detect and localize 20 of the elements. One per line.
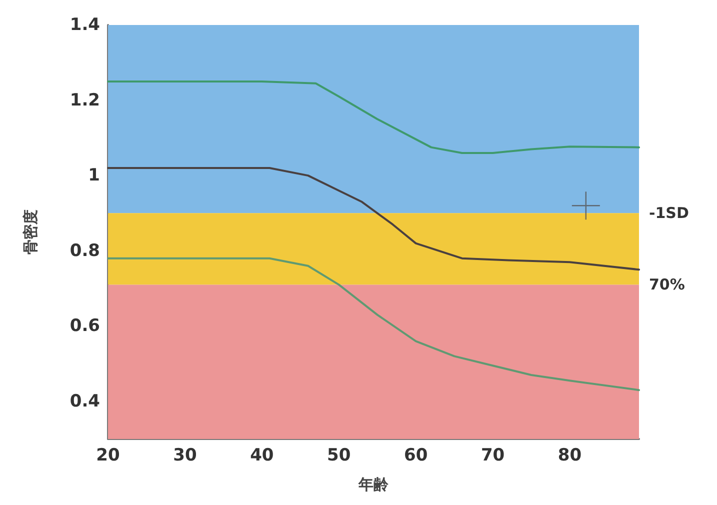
x-tick-label: 30 bbox=[173, 446, 197, 466]
y-tick-label: 1 bbox=[88, 166, 100, 186]
y-tick-label: 0.4 bbox=[70, 391, 100, 412]
x-tick-label: 50 bbox=[327, 446, 351, 466]
y-tick-label: 0.6 bbox=[70, 316, 100, 336]
line-series bbox=[107, 80, 640, 154]
x-tick-label: 20 bbox=[96, 446, 120, 466]
y-axis-title: 骨密度 bbox=[22, 210, 40, 254]
y-tick-label: 0.8 bbox=[70, 240, 100, 261]
x-tick-label: 70 bbox=[480, 446, 505, 466]
band-label: 70% bbox=[649, 276, 685, 294]
x-tick-label: 80 bbox=[558, 446, 582, 466]
band-label: -1SD bbox=[649, 204, 689, 222]
x-tick-label: 60 bbox=[404, 446, 428, 466]
line-series bbox=[107, 167, 640, 271]
y-tick-label: 1.2 bbox=[70, 90, 100, 110]
line-series bbox=[107, 257, 640, 392]
x-axis-title: 年齢 bbox=[358, 476, 390, 494]
x-tick-label: 40 bbox=[250, 446, 274, 466]
y-tick-label: 1.4 bbox=[70, 15, 100, 35]
